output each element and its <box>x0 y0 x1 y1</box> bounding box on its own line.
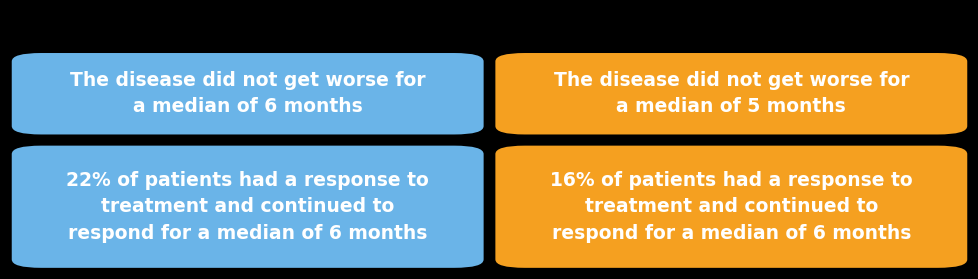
Text: 16% of patients had a response to
treatment and continued to
respond for a media: 16% of patients had a response to treatm… <box>550 171 911 243</box>
Text: The disease did not get worse for
a median of 6 months: The disease did not get worse for a medi… <box>69 71 425 117</box>
FancyBboxPatch shape <box>12 53 483 134</box>
FancyBboxPatch shape <box>12 146 483 268</box>
FancyBboxPatch shape <box>495 53 966 134</box>
FancyBboxPatch shape <box>495 146 966 268</box>
Text: 22% of patients had a response to
treatment and continued to
respond for a media: 22% of patients had a response to treatm… <box>67 171 428 243</box>
Text: The disease did not get worse for
a median of 5 months: The disease did not get worse for a medi… <box>553 71 909 117</box>
